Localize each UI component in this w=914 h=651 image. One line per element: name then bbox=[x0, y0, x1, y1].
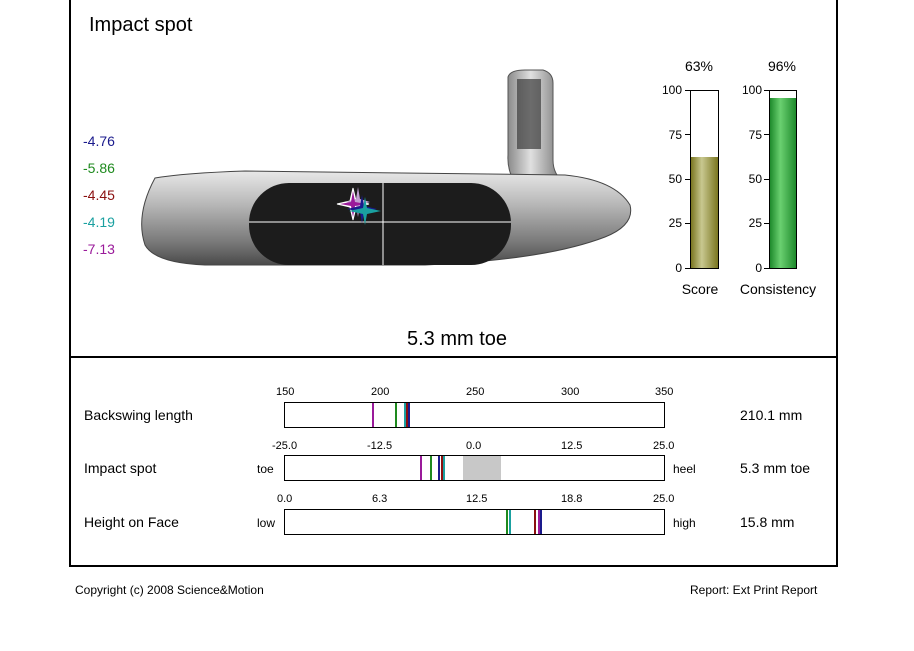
impact-marker bbox=[430, 456, 433, 480]
backswing-value: 210.1 mm bbox=[740, 407, 803, 423]
score-tick-0: 0 bbox=[675, 261, 682, 275]
score-tick-50: 50 bbox=[668, 172, 682, 186]
height-marker bbox=[509, 510, 512, 534]
height-scale-3: 18.8 bbox=[561, 493, 583, 505]
backswing-marker bbox=[406, 403, 409, 427]
impact-spot-value: 5.3 mm toe bbox=[740, 460, 811, 476]
consistency-tick-50: 50 bbox=[748, 172, 762, 186]
measurement-3: -4.45 bbox=[83, 187, 115, 203]
putter-head-image bbox=[141, 69, 632, 266]
impact-scale-0: -25.0 bbox=[272, 440, 298, 452]
consistency-gauge-fill bbox=[770, 98, 796, 268]
impact-summary: 5.3 mm toe bbox=[406, 328, 508, 350]
height-low-label: low bbox=[257, 516, 276, 530]
score-gauge-fill bbox=[691, 156, 718, 268]
backswing-marker bbox=[404, 403, 407, 427]
height-label: Height on Face bbox=[84, 514, 179, 530]
page-title: Impact spot bbox=[89, 14, 193, 36]
backswing-scale-1: 200 bbox=[371, 386, 390, 398]
height-marker bbox=[539, 510, 542, 534]
consistency-label: Consistency bbox=[739, 281, 817, 297]
impact-marker bbox=[442, 456, 445, 480]
impact-spot-bar bbox=[284, 455, 665, 481]
impact-marker bbox=[440, 456, 443, 480]
height-marker bbox=[533, 510, 536, 534]
measurement-5: -7.13 bbox=[83, 241, 115, 257]
consistency-tick-0: 0 bbox=[755, 261, 762, 275]
impact-scale-1: -12.5 bbox=[367, 440, 393, 452]
backswing-scale-2: 250 bbox=[466, 386, 485, 398]
impact-marker bbox=[420, 456, 423, 480]
impact-heel-label: heel bbox=[673, 462, 696, 476]
section-divider bbox=[69, 356, 838, 358]
impact-target-zone bbox=[463, 456, 502, 480]
impact-toe-label: toe bbox=[257, 462, 274, 476]
height-marker bbox=[506, 510, 509, 534]
impact-markers bbox=[336, 187, 381, 225]
height-bar bbox=[284, 509, 665, 535]
height-scale-2: 12.5 bbox=[466, 493, 488, 505]
backswing-marker bbox=[408, 403, 411, 427]
impact-scale-2: 0.0 bbox=[466, 440, 482, 452]
score-gauge bbox=[690, 90, 719, 269]
backswing-scale-0: 150 bbox=[276, 386, 295, 398]
impact-spot-label: Impact spot bbox=[84, 460, 157, 476]
height-marker bbox=[538, 510, 541, 534]
backswing-marker bbox=[372, 403, 375, 427]
report-name: Report: Ext Print Report bbox=[690, 583, 818, 597]
impact-scale-4: 25.0 bbox=[653, 440, 675, 452]
backswing-scale-3: 300 bbox=[561, 386, 580, 398]
consistency-tick-25: 25 bbox=[748, 216, 762, 230]
height-value: 15.8 mm bbox=[740, 514, 795, 530]
consistency-gauge bbox=[769, 90, 797, 269]
consistency-tick-75: 75 bbox=[748, 128, 762, 142]
score-tick-100: 100 bbox=[661, 83, 682, 97]
backswing-scale-4: 350 bbox=[655, 386, 674, 398]
height-scale-0: 0.0 bbox=[277, 493, 293, 505]
impact-scale-3: 12.5 bbox=[561, 440, 583, 452]
impact-marker bbox=[438, 456, 441, 480]
height-scale-4: 25.0 bbox=[653, 493, 675, 505]
backswing-bar bbox=[284, 402, 665, 428]
consistency-percent: 96% bbox=[767, 58, 797, 74]
score-percent: 63% bbox=[684, 58, 714, 74]
backswing-label: Backswing length bbox=[84, 407, 193, 423]
height-scale-1: 6.3 bbox=[372, 493, 388, 505]
score-tick-75: 75 bbox=[668, 128, 682, 142]
measurement-4: -4.19 bbox=[83, 214, 115, 230]
measurement-2: -5.86 bbox=[83, 160, 115, 176]
report-frame bbox=[69, 0, 838, 567]
copyright-text: Copyright (c) 2008 Science&Motion bbox=[75, 583, 264, 597]
consistency-tick-100: 100 bbox=[741, 83, 762, 97]
score-tick-25: 25 bbox=[668, 216, 682, 230]
measurement-1: -4.76 bbox=[83, 133, 115, 149]
backswing-marker bbox=[394, 403, 397, 427]
height-high-label: high bbox=[673, 516, 696, 530]
score-label: Score bbox=[681, 281, 719, 297]
